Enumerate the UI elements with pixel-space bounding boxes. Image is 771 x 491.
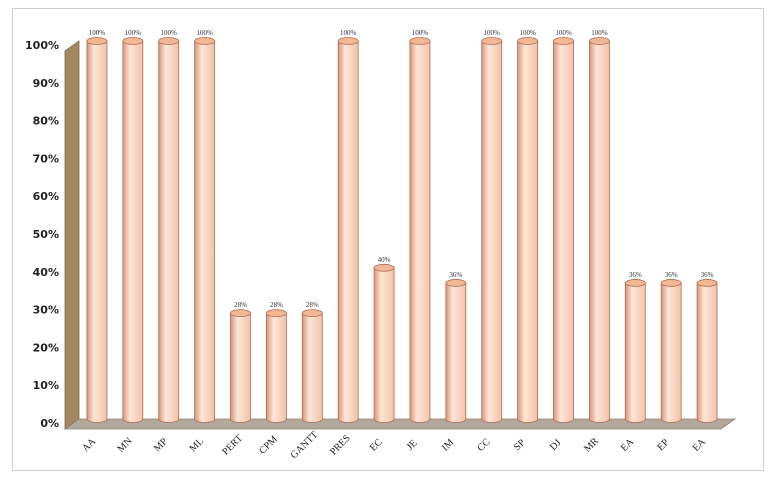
bar-top-cap: [696, 279, 718, 287]
bar: [373, 267, 395, 423]
x-tick-label: ML: [188, 436, 206, 454]
bar: [230, 312, 251, 423]
bar: [696, 282, 718, 423]
bar-top-cap: [660, 279, 682, 287]
bar-top-cap: [337, 37, 359, 45]
bar-top-cap: [122, 37, 144, 45]
bar-top-cap: [86, 37, 108, 45]
data-label: 100%: [519, 29, 536, 37]
bar-top-cap: [158, 37, 180, 45]
x-tick-label: PERT: [220, 433, 245, 458]
x-tick-label: PRES: [328, 433, 353, 458]
x-tick-label: IM: [440, 437, 456, 453]
bar: [86, 40, 108, 423]
bar-top-cap: [373, 263, 395, 272]
data-label: 36%: [629, 271, 642, 279]
bar-top-cap: [553, 37, 574, 45]
bar: [301, 312, 323, 423]
x-tick-label: CC: [475, 436, 492, 453]
bar: [445, 282, 467, 423]
bar-top-cap: [445, 279, 467, 287]
bar: [409, 40, 431, 423]
data-label: 100%: [161, 29, 178, 37]
data-label: 36%: [701, 271, 714, 279]
data-label: 100%: [196, 29, 213, 37]
data-label: 36%: [665, 271, 678, 279]
bar-top-cap: [409, 37, 431, 45]
y-tick-label: 20%: [33, 341, 59, 354]
data-label: 40%: [378, 256, 391, 264]
bar: [194, 40, 216, 423]
data-label: 100%: [555, 29, 572, 37]
y-tick-label: 90%: [33, 77, 59, 90]
y-tick-label: 60%: [33, 190, 59, 203]
bar-top-cap: [517, 37, 539, 45]
x-tick-label: SP: [512, 437, 528, 453]
x-tick-label: EP: [655, 437, 671, 453]
bar-top-cap: [194, 37, 216, 45]
data-label: 100%: [412, 29, 429, 37]
bar: [122, 40, 144, 423]
bar-top-cap: [624, 279, 646, 287]
chart-frame: 0% 10% 20% 30% 40% 50% 60% 70% 80% 90% 100% 100% AA…: [12, 8, 764, 471]
x-tick-label: MP: [152, 436, 170, 454]
data-label: 36%: [449, 271, 462, 279]
data-label: 100%: [89, 29, 106, 37]
bar: [158, 40, 180, 423]
data-label: 28%: [306, 301, 319, 309]
x-tick-label: EA: [691, 436, 709, 454]
x-tick-label: EC: [368, 437, 385, 454]
data-label: 100%: [484, 29, 501, 37]
bar-top-cap: [230, 309, 251, 318]
bar: [624, 282, 646, 423]
bar: [481, 40, 503, 423]
data-label: 28%: [234, 301, 247, 309]
bar: [517, 40, 539, 423]
x-tick-label: MR: [582, 436, 601, 455]
bar: [553, 40, 574, 423]
y-tick-label: 100%: [25, 39, 59, 52]
y-tick-label: 40%: [33, 266, 59, 279]
bar-top-cap: [301, 309, 323, 318]
data-label: 100%: [125, 29, 142, 37]
y-tick-label: 80%: [33, 115, 59, 128]
y-tick-label: 50%: [33, 228, 59, 241]
bar-top-cap: [265, 309, 287, 318]
y-tick-label: 0%: [40, 417, 59, 430]
bar-top-cap: [481, 37, 503, 45]
x-tick-label: EA: [619, 436, 637, 454]
bar: [660, 282, 682, 423]
x-tick-label: GANTT: [289, 429, 321, 461]
bar-layer: [86, 37, 718, 423]
chart-side-wall: [64, 40, 80, 430]
bar: [265, 312, 287, 423]
bar-chart: 0% 10% 20% 30% 40% 50% 60% 70% 80% 90% 100% 100% AA…: [25, 29, 737, 461]
data-label: 100%: [591, 29, 608, 37]
y-tick-label: 30%: [33, 304, 59, 317]
y-tick-label: 10%: [33, 379, 59, 392]
bar: [588, 40, 610, 423]
data-label: 28%: [270, 301, 283, 309]
x-tick-label: DJ: [548, 437, 564, 453]
bar: [337, 40, 359, 423]
y-tick-label: 70%: [33, 152, 59, 165]
data-label: 100%: [340, 29, 357, 37]
x-tick-label: MN: [115, 436, 134, 455]
x-tick-label: AA: [80, 436, 99, 455]
x-tick-label: CPM: [257, 434, 280, 457]
x-tick-label: JE: [405, 438, 420, 453]
bar-top-cap: [588, 37, 610, 45]
